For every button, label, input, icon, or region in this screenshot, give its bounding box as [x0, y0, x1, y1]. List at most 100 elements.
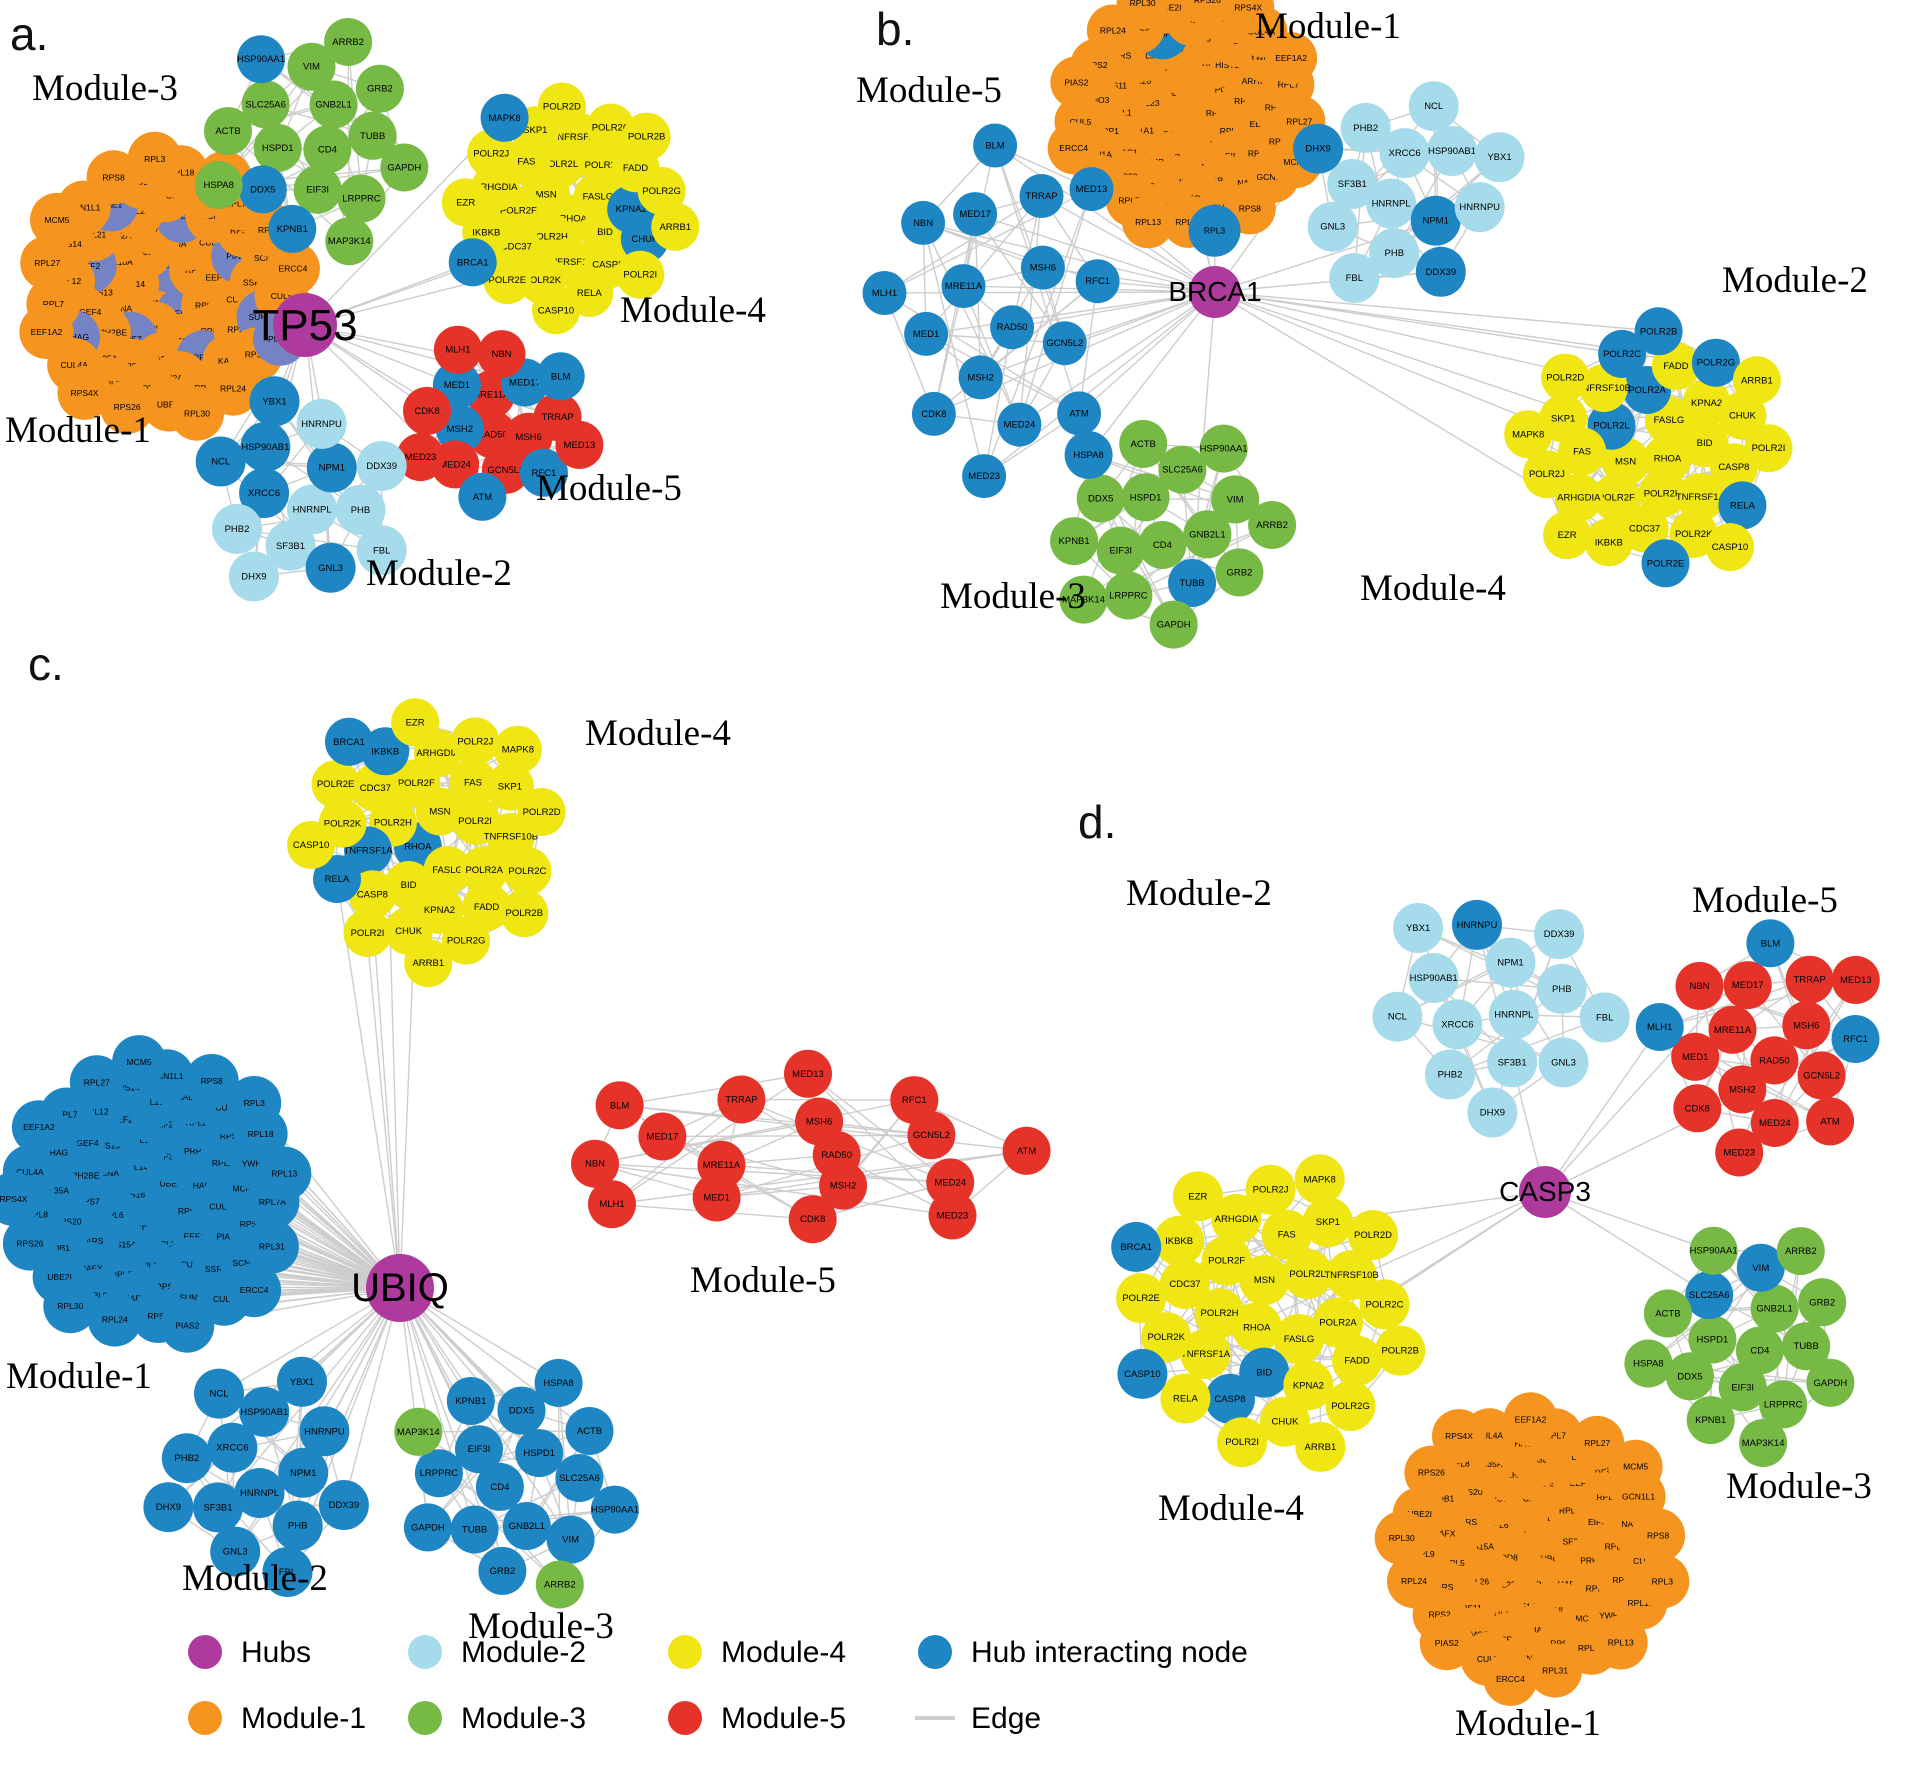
node-ACTB	[1119, 419, 1168, 468]
node-label: POLR2H	[1200, 1308, 1238, 1319]
node-GAPDH	[1149, 600, 1198, 649]
node-label: RPL27	[1584, 1438, 1610, 1448]
node-label: NBN	[585, 1159, 605, 1170]
node-HSP90AB1	[239, 1386, 290, 1437]
node-label: RELA	[1173, 1394, 1198, 1405]
node-label: GCN1L1	[67, 203, 100, 213]
node-label: CD4	[318, 145, 337, 156]
node-FASLG	[1274, 1314, 1324, 1364]
node-label: RPS20	[1456, 1487, 1483, 1497]
node-RPL24	[87, 1292, 142, 1347]
node-VIM	[546, 1515, 595, 1564]
node-label: HSPA8	[543, 1378, 573, 1389]
hub-label: UBIQ	[351, 1266, 449, 1310]
legend-label: Module-2	[461, 1636, 586, 1669]
node-label: MED13	[1840, 975, 1872, 986]
node-CDK8	[1673, 1084, 1722, 1133]
node-MAPK8	[493, 725, 542, 774]
node-label: RHOA	[1654, 454, 1682, 465]
panel-letter-a: a.	[10, 8, 48, 60]
node-label: RPL10A	[1559, 1506, 1591, 1516]
node-label: RPL21	[138, 1097, 164, 1107]
node-label: MAP3K14	[1062, 595, 1105, 606]
node-label: ARHGEF4	[1518, 1455, 1558, 1465]
node-ACTB	[565, 1407, 614, 1455]
node-label: CUL4A	[60, 360, 88, 370]
node-label: FAS	[464, 778, 482, 789]
node-SLC25A6	[241, 80, 290, 129]
node-label: GNL3	[1551, 1057, 1576, 1068]
node-label: RPS14	[1595, 1465, 1622, 1475]
node-RELA	[313, 855, 361, 903]
node-CDC37	[351, 763, 400, 812]
node-EEF1A2	[1503, 1392, 1558, 1447]
node-label: EZR	[1558, 530, 1577, 541]
node-label: POLR2K	[1675, 529, 1713, 540]
node-POLR2D	[517, 788, 566, 836]
node-label: NBN	[913, 218, 933, 229]
node-NBN	[477, 330, 526, 379]
module-label: Module-2	[182, 1558, 328, 1599]
node-label: ARRB1	[412, 958, 444, 969]
node-label: NCL	[211, 457, 230, 468]
node-label: EEF1A2	[1275, 53, 1307, 63]
module-label: Module-4	[620, 290, 766, 331]
node-CDC37	[1160, 1259, 1210, 1309]
node-label: CDC37	[360, 783, 391, 794]
node-label: CDC37	[501, 241, 532, 252]
node-label: HNRNPL	[240, 1488, 279, 1499]
node-HNRNPU	[299, 1406, 350, 1457]
node-label: IKBKB	[371, 746, 399, 757]
node-label: BID	[401, 880, 417, 891]
node-POLR2G	[1325, 1381, 1376, 1431]
module-label: Module-1	[5, 410, 151, 451]
node-GNL3	[1538, 1037, 1589, 1088]
node-MED23	[396, 433, 445, 482]
node-label: YBX1	[290, 1377, 314, 1388]
node-label: CDK8	[1685, 1103, 1710, 1114]
node-label: HSP90AA1	[591, 1505, 639, 1516]
legend-swatch-module2	[408, 1635, 442, 1669]
node-EZR	[1172, 1171, 1223, 1222]
node-label: MED1	[444, 380, 470, 391]
node-label: DHX9	[241, 572, 266, 583]
node-label: ATM	[473, 492, 492, 503]
node-label: FADD	[474, 902, 499, 913]
node-label: MSH2	[447, 424, 473, 435]
node-LRPPRC	[1104, 571, 1153, 620]
node-ARRB2	[1248, 501, 1297, 549]
node-label: DDX5	[250, 184, 275, 195]
node-label: POLR2D	[523, 807, 561, 818]
node-TRRAP	[717, 1075, 766, 1124]
node-label: RPS15A	[104, 1240, 137, 1250]
node-label: POLR2K	[324, 819, 362, 830]
node-MED13	[1831, 955, 1880, 1004]
node-label: LRPPRC	[1764, 1399, 1803, 1410]
node-label: RFC1	[1085, 276, 1110, 287]
legend-swatch-module1	[188, 1701, 222, 1735]
node-FAS	[449, 758, 497, 807]
node-label: MRE11A	[703, 1160, 741, 1171]
node-label: GRB2	[489, 1566, 515, 1577]
node-label: POLR2K	[1147, 1332, 1185, 1343]
node-label: RPS3	[154, 190, 176, 200]
node-RPL30	[1374, 1511, 1429, 1566]
node-label: SUMO3	[179, 1293, 210, 1303]
node-LRPPRC	[414, 1449, 463, 1498]
node-label: DDB1	[136, 383, 159, 393]
node-label: MED1	[913, 329, 939, 340]
node-label: MSH6	[1030, 263, 1056, 274]
node-label: EEF1A2	[23, 1122, 55, 1132]
node-label: RHOA	[559, 214, 587, 225]
node-HNRNPL	[1366, 178, 1417, 229]
node-ACTB	[1643, 1289, 1692, 1338]
node-MCM5	[30, 192, 84, 247]
node-label: RPL9	[1413, 1549, 1435, 1559]
node-label: RFC1	[902, 1095, 927, 1106]
node-label: DDB1	[47, 1243, 70, 1253]
node-label: MED24	[1759, 1118, 1791, 1129]
node-RPS4X	[57, 365, 112, 420]
panel-c: c. RHOA MSN FASLG POLR2H POLR2L BID POLR2F POLR2…	[0, 638, 1051, 1647]
node-label: ARRB1	[659, 222, 691, 233]
node-label: HNRNPL	[1494, 1010, 1533, 1021]
